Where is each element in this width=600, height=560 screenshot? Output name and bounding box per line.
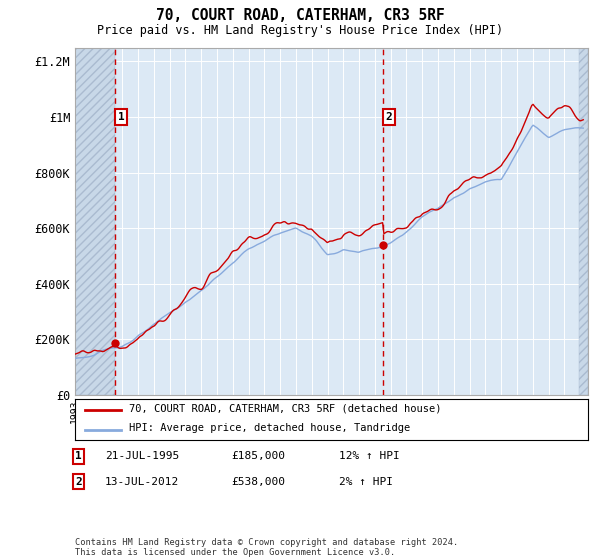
Text: 13-JUL-2012: 13-JUL-2012 (105, 477, 179, 487)
Text: £538,000: £538,000 (231, 477, 285, 487)
Text: 12% ↑ HPI: 12% ↑ HPI (339, 451, 400, 461)
Text: Contains HM Land Registry data © Crown copyright and database right 2024.
This d: Contains HM Land Registry data © Crown c… (75, 538, 458, 557)
Text: 70, COURT ROAD, CATERHAM, CR3 5RF: 70, COURT ROAD, CATERHAM, CR3 5RF (155, 8, 445, 24)
Text: HPI: Average price, detached house, Tandridge: HPI: Average price, detached house, Tand… (129, 423, 410, 433)
Text: 1: 1 (118, 112, 124, 122)
Text: Price paid vs. HM Land Registry's House Price Index (HPI): Price paid vs. HM Land Registry's House … (97, 24, 503, 36)
Bar (578, 48, 588, 395)
Text: 2% ↑ HPI: 2% ↑ HPI (339, 477, 393, 487)
Text: 1: 1 (75, 451, 82, 461)
Text: 2: 2 (386, 112, 392, 122)
Text: 21-JUL-1995: 21-JUL-1995 (105, 451, 179, 461)
Text: £185,000: £185,000 (231, 451, 285, 461)
Text: 70, COURT ROAD, CATERHAM, CR3 5RF (detached house): 70, COURT ROAD, CATERHAM, CR3 5RF (detac… (129, 403, 442, 413)
Bar (75, 48, 115, 395)
Text: 2: 2 (75, 477, 82, 487)
